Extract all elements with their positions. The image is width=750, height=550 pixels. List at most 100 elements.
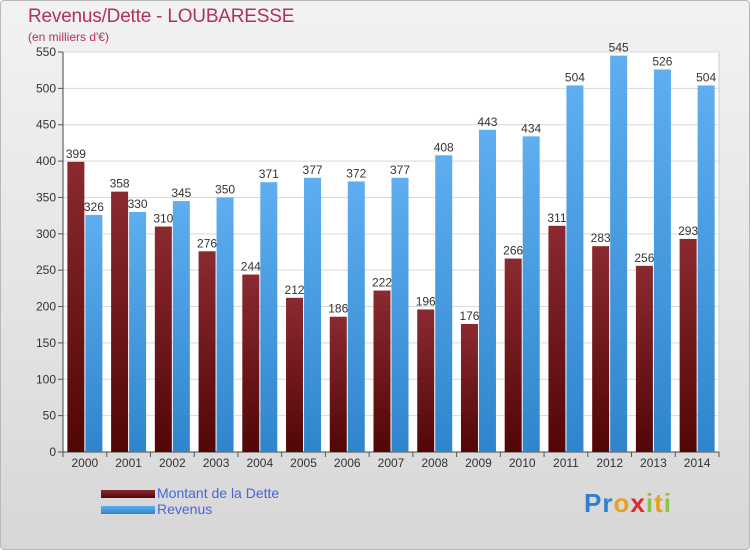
brand-letter: x (630, 488, 646, 518)
bar-revenus (697, 85, 715, 453)
y-tick-label: 400 (36, 154, 56, 168)
bar-revenus (129, 212, 147, 452)
bar-dette (329, 316, 347, 452)
legend-swatch-dette (101, 490, 155, 498)
bar-revenus (347, 181, 365, 453)
chart-title: Revenus/Dette - LOUBARESSE (28, 6, 295, 27)
bar-revenus (260, 182, 278, 452)
x-tick-label: 2013 (640, 456, 667, 470)
bar-dette (154, 226, 172, 452)
bar-dette (242, 274, 260, 452)
bar-dette (679, 238, 697, 452)
data-label-dette: 399 (66, 147, 86, 161)
data-label-revenus: 526 (652, 54, 672, 68)
data-label-dette: 293 (678, 224, 698, 238)
bar-dette (111, 191, 129, 453)
data-label-revenus: 408 (434, 140, 454, 154)
data-label-dette: 311 (547, 211, 566, 225)
data-label-dette: 212 (285, 283, 305, 297)
data-label-dette: 196 (416, 294, 436, 308)
bar-revenus (435, 155, 453, 453)
bar-dette (460, 324, 478, 452)
y-tick-label: 150 (36, 336, 56, 350)
data-label-revenus: 434 (521, 121, 541, 135)
x-tick-label: 2006 (334, 456, 361, 470)
bar-dette (373, 290, 391, 452)
data-label-revenus: 371 (259, 167, 279, 181)
brand-letter: P (584, 488, 603, 518)
bar-dette (286, 297, 304, 452)
brand-letter: i (663, 488, 672, 518)
x-tick-label: 2009 (465, 456, 492, 470)
y-tick-label: 350 (36, 190, 56, 204)
data-label-revenus: 443 (477, 115, 497, 129)
x-tick-label: 2001 (115, 456, 142, 470)
chart-subtitle: (en milliers d'€) (28, 30, 109, 44)
bar-revenus (391, 177, 409, 452)
brand-letter: r (602, 488, 614, 518)
x-tick-label: 2003 (203, 456, 230, 470)
x-tick-label: 2000 (72, 456, 99, 470)
data-label-revenus: 377 (303, 163, 323, 177)
data-label-dette: 283 (591, 231, 611, 245)
bar-revenus (566, 85, 584, 453)
data-label-revenus: 377 (390, 163, 410, 177)
x-tick-label: 2012 (596, 456, 623, 470)
x-tick-label: 2004 (246, 456, 273, 470)
y-tick-label: 550 (36, 45, 56, 59)
data-label-revenus: 504 (696, 70, 716, 84)
y-tick-label: 0 (49, 445, 56, 459)
bar-revenus (610, 55, 628, 453)
bar-revenus (478, 129, 496, 452)
brand-letter: o (613, 488, 631, 518)
y-tick-label: 50 (43, 409, 57, 423)
y-tick-label: 100 (36, 372, 56, 386)
data-label-revenus: 545 (609, 41, 629, 55)
legend-label-dette: Montant de la Dette (157, 485, 280, 501)
brand-letter: t (654, 488, 664, 518)
y-tick-label: 300 (36, 227, 56, 241)
y-tick-label: 450 (36, 118, 56, 132)
x-tick-label: 2007 (378, 456, 405, 470)
x-tick-label: 2002 (159, 456, 186, 470)
legend-label-revenus: Revenus (157, 501, 213, 517)
data-label-dette: 244 (241, 260, 261, 274)
data-label-dette: 310 (153, 212, 173, 226)
data-label-revenus: 372 (346, 166, 366, 180)
x-tick-label: 2008 (421, 456, 448, 470)
data-label-revenus: 504 (565, 70, 585, 84)
data-label-revenus: 345 (171, 186, 191, 200)
data-label-revenus: 350 (215, 182, 235, 196)
data-label-dette: 176 (459, 309, 479, 323)
y-tick-label: 500 (36, 81, 56, 95)
bar-dette (548, 225, 566, 452)
x-tick-label: 2011 (553, 456, 579, 470)
bar-dette (67, 161, 85, 452)
data-label-dette: 266 (503, 244, 523, 258)
x-tick-label: 2010 (509, 456, 536, 470)
bar-revenus (304, 177, 322, 452)
bar-revenus (85, 214, 103, 452)
brand-letter: i (645, 488, 655, 518)
bar-dette (504, 258, 522, 452)
data-label-dette: 358 (110, 177, 130, 191)
x-tick-label: 2014 (684, 456, 711, 470)
y-tick-label: 200 (36, 300, 56, 314)
bar-dette (417, 309, 435, 452)
y-tick-label: 250 (36, 263, 56, 277)
bar-dette (592, 246, 610, 452)
data-label-dette: 256 (634, 251, 654, 265)
data-label-dette: 186 (328, 302, 348, 316)
data-label-dette: 276 (197, 236, 217, 250)
bar-revenus (216, 197, 234, 452)
data-label-revenus: 326 (84, 200, 104, 214)
bar-revenus (172, 201, 190, 452)
bar-dette (198, 251, 216, 452)
data-label-revenus: 330 (128, 197, 148, 211)
legend-swatch-revenus (101, 506, 155, 514)
data-label-dette: 222 (372, 276, 392, 290)
plot-area (62, 51, 720, 453)
bar-revenus (522, 136, 540, 452)
